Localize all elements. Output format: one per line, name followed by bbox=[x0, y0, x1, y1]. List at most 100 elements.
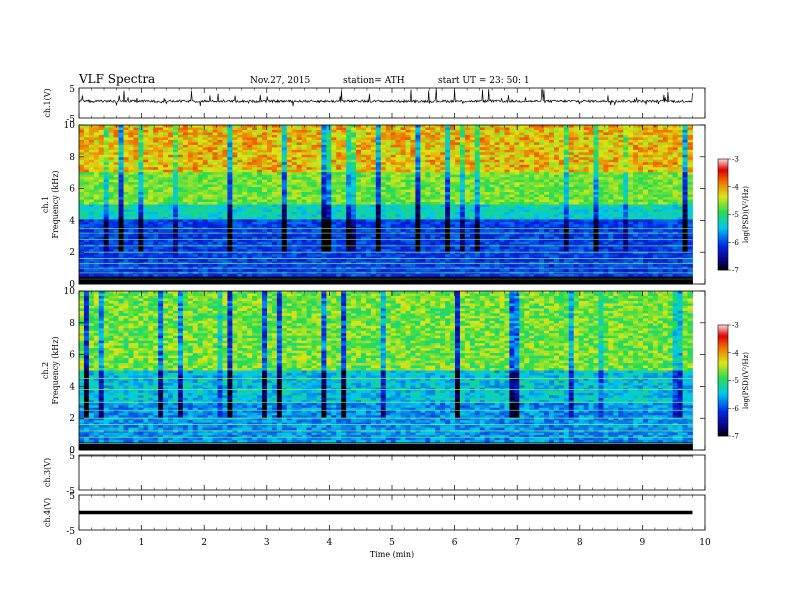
spectrogram-cell bbox=[89, 269, 94, 272]
spectrogram-cell bbox=[153, 165, 158, 168]
spectrogram-cell bbox=[178, 259, 183, 262]
spectrogram-cell bbox=[138, 234, 143, 237]
spectrogram-cell bbox=[178, 142, 183, 145]
spectrogram-cell bbox=[242, 150, 247, 153]
spectrogram-cell bbox=[193, 185, 198, 188]
spectrogram-cell bbox=[247, 209, 252, 212]
spectrogram-cell bbox=[247, 200, 252, 203]
spectrogram-cell bbox=[252, 259, 257, 262]
spectrogram-cell bbox=[163, 214, 168, 217]
spectrogram-cell bbox=[257, 142, 262, 145]
spectrogram-cell bbox=[79, 200, 84, 203]
spectrogram-cell bbox=[203, 200, 208, 203]
spectrogram-cell bbox=[153, 247, 158, 250]
spectrogram-cell bbox=[128, 192, 133, 195]
spectrogram-cell bbox=[168, 249, 173, 252]
header-start-time: start UT = 23: 50: 1 bbox=[438, 76, 530, 86]
spectrogram-cell bbox=[153, 197, 158, 200]
spectrogram-cell bbox=[114, 269, 119, 272]
spectrogram-cell bbox=[208, 175, 213, 178]
spectrogram-cell bbox=[198, 274, 203, 277]
spectrogram-cell bbox=[138, 180, 143, 183]
spectrogram-cell bbox=[148, 202, 153, 205]
spectrogram-cell bbox=[89, 177, 94, 180]
spectrogram-cell bbox=[128, 224, 133, 227]
spectrogram-cell bbox=[109, 229, 114, 232]
spectrogram-cell bbox=[232, 147, 237, 150]
spectrogram-cell bbox=[178, 212, 183, 215]
spectrogram-cell bbox=[109, 170, 114, 173]
spectrogram-cell bbox=[143, 150, 148, 153]
spectrogram-cell bbox=[237, 157, 242, 160]
spectrogram-cell bbox=[119, 249, 124, 252]
spectrogram-cell bbox=[247, 180, 252, 183]
spectrogram-cell bbox=[232, 242, 237, 245]
spectrogram-cell bbox=[242, 207, 247, 210]
spectrogram-cell bbox=[124, 209, 129, 212]
spectrogram-cell bbox=[94, 125, 99, 128]
spectrogram-cell bbox=[247, 187, 252, 190]
spectrogram-cell bbox=[198, 147, 203, 150]
spectrogram-cell bbox=[168, 212, 173, 215]
spectrogram-cell bbox=[218, 160, 223, 163]
spectrogram-cell bbox=[168, 192, 173, 195]
spectrogram-cell bbox=[218, 222, 223, 225]
spectrogram-cell bbox=[222, 242, 227, 245]
spectrogram-cell bbox=[198, 145, 203, 148]
spectrogram-cell bbox=[227, 257, 232, 260]
spectrogram-cell bbox=[99, 217, 104, 220]
spectrogram-cell bbox=[232, 140, 237, 143]
spectrogram-cell bbox=[222, 234, 227, 237]
spectrogram-cell bbox=[128, 127, 133, 130]
spectrogram-cell bbox=[168, 137, 173, 140]
spectrogram-cell bbox=[79, 224, 84, 227]
spectrogram-cell bbox=[168, 209, 173, 212]
spectrogram-cell bbox=[213, 257, 218, 260]
spectrogram-cell bbox=[183, 217, 188, 220]
spectrogram-cell bbox=[183, 162, 188, 165]
spectrogram-cell bbox=[252, 155, 257, 158]
spectrogram-cell bbox=[109, 192, 114, 195]
spectrogram-cell bbox=[232, 254, 237, 257]
spectrogram-cell bbox=[208, 257, 213, 260]
spectrogram-cell bbox=[158, 254, 163, 257]
spectrogram-cell bbox=[213, 234, 218, 237]
spectrogram-cell bbox=[94, 180, 99, 183]
spectrogram-cell bbox=[203, 209, 208, 212]
spectrogram-cell bbox=[133, 190, 138, 193]
spectrogram-cell bbox=[218, 155, 223, 158]
spectrogram-cell bbox=[222, 162, 227, 165]
spectrogram-cell bbox=[158, 142, 163, 145]
spectrogram-cell bbox=[128, 180, 133, 183]
spectrogram-cell bbox=[242, 187, 247, 190]
spectrogram-cell bbox=[222, 207, 227, 210]
spectrogram-cell bbox=[124, 264, 129, 267]
spectrogram-cell bbox=[114, 259, 119, 262]
spectrogram-cell bbox=[84, 157, 89, 160]
spectrogram-cell bbox=[133, 180, 138, 183]
spectrogram-cell bbox=[114, 249, 119, 252]
spectrogram-cell bbox=[188, 217, 193, 220]
spectrogram-cell bbox=[203, 222, 208, 225]
spectrogram-cell bbox=[247, 175, 252, 178]
spectrogram-cell bbox=[218, 254, 223, 257]
spectrogram-cell bbox=[89, 172, 94, 175]
spectrogram-cell bbox=[94, 140, 99, 143]
spectrogram-cell bbox=[222, 205, 227, 208]
spectrogram-cell bbox=[188, 175, 193, 178]
spectrogram-cell bbox=[193, 172, 198, 175]
spectrogram-cell bbox=[148, 192, 153, 195]
spectrogram-cell bbox=[227, 170, 232, 173]
spectrogram-cell bbox=[89, 187, 94, 190]
spectrogram-cell bbox=[163, 274, 168, 277]
spectrogram-cell bbox=[138, 222, 143, 225]
spectrogram-cell bbox=[89, 274, 94, 277]
spectrogram-cell bbox=[247, 160, 252, 163]
spectrogram-cell bbox=[173, 135, 178, 138]
spectrogram-cell bbox=[173, 254, 178, 257]
spectrogram-cell bbox=[133, 135, 138, 138]
spectrogram-cell bbox=[84, 217, 89, 220]
spectrogram-cell bbox=[124, 234, 129, 237]
spectrogram-cell bbox=[158, 249, 163, 252]
spectrogram-cell bbox=[178, 197, 183, 200]
